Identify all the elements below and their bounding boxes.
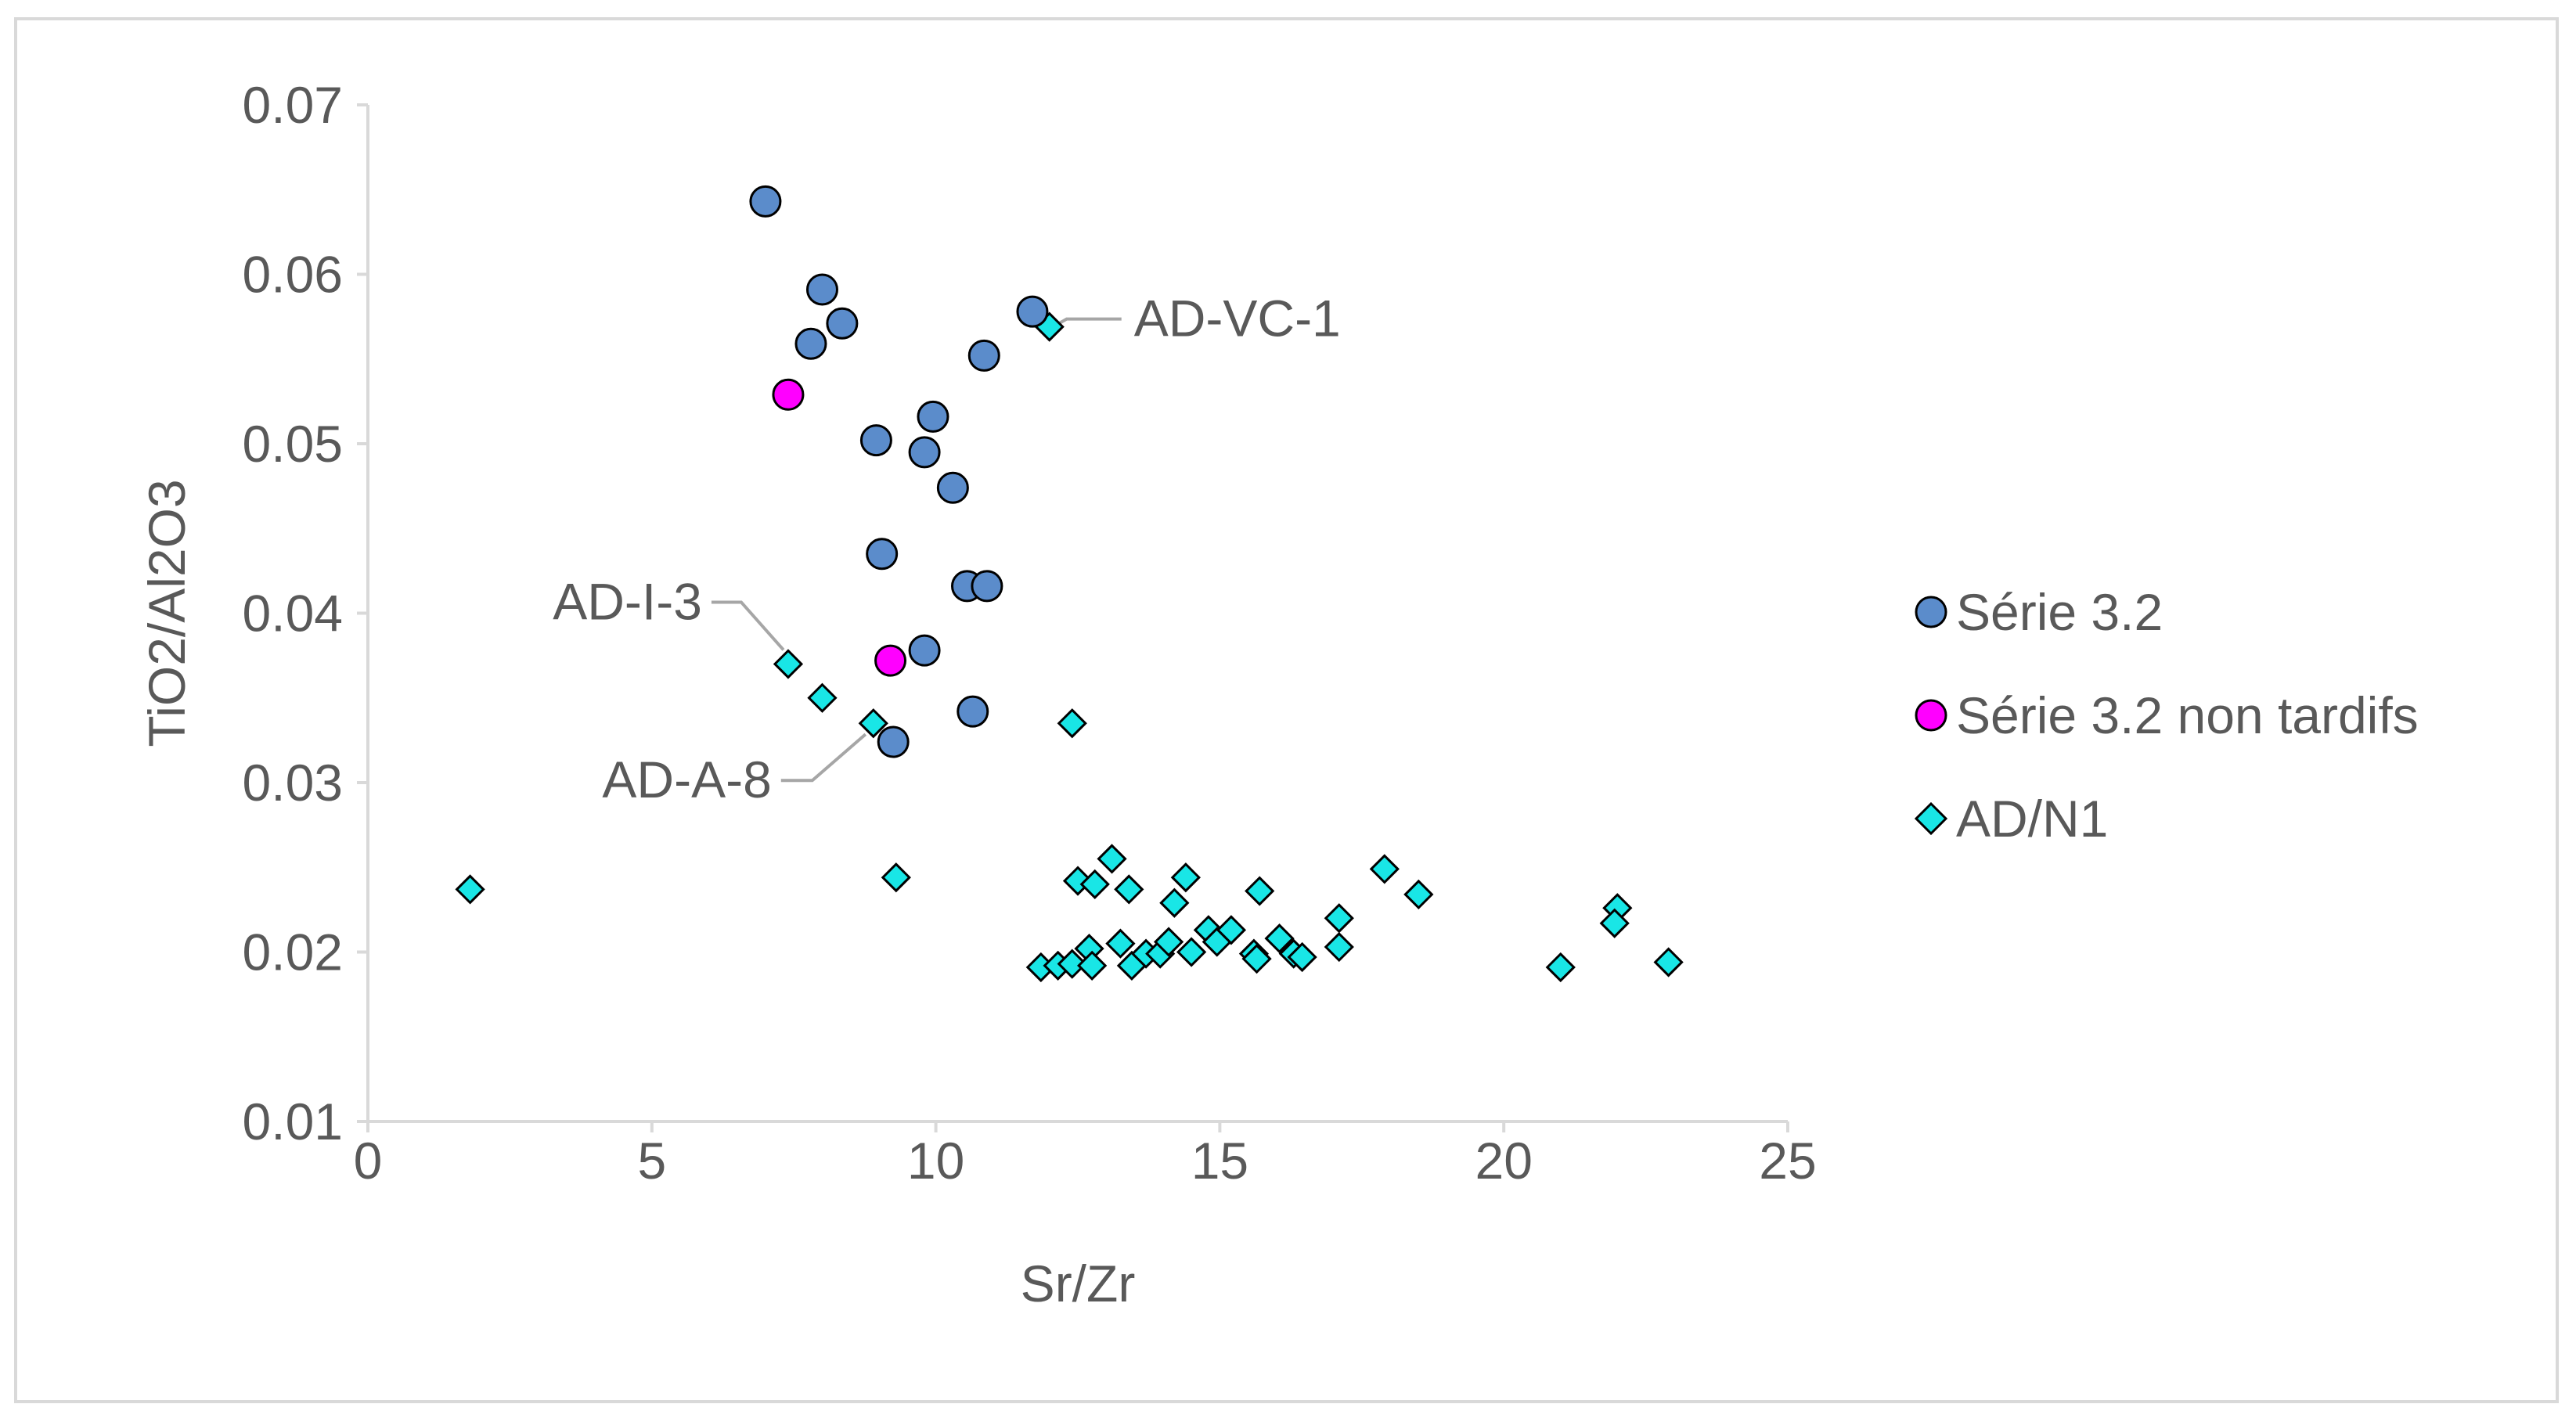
legend-marker xyxy=(1915,699,1947,732)
legend-label: AD/N1 xyxy=(1956,790,2108,848)
legend: Série 3.2 Série 3.2 non tardifs AD/N1 xyxy=(1914,583,2419,848)
data-point xyxy=(866,538,899,571)
data-point xyxy=(1057,949,1087,979)
data-point xyxy=(794,327,827,360)
y-axis-title: TiO2/Al2O3 xyxy=(138,479,196,747)
y-tick-label: 0.02 xyxy=(243,923,343,981)
annotations: AD-VC-1 AD-I-3 AD-A-8 xyxy=(553,290,1341,809)
data-point xyxy=(1097,844,1127,874)
data-point xyxy=(773,649,804,679)
y-tick-label: 0.05 xyxy=(243,415,343,473)
y-tick-label: 0.06 xyxy=(243,246,343,304)
data-point xyxy=(1057,708,1087,739)
data-point xyxy=(772,378,805,411)
data-point xyxy=(1403,879,1434,910)
annotation-leader xyxy=(780,733,867,783)
axes: 0 5 10 15 20 25 0.01 0.02 0.03 0.04 0.05 0.06 0.07 Sr… xyxy=(138,76,1817,1312)
annotation-leader xyxy=(1054,317,1122,327)
x-tick-label: 10 xyxy=(907,1132,964,1190)
data-point xyxy=(971,570,1003,603)
data-point xyxy=(1016,295,1049,328)
y-tick-label: 0.04 xyxy=(243,585,343,643)
data-point xyxy=(826,307,859,340)
data-point xyxy=(881,862,911,893)
data-point xyxy=(1287,941,1317,973)
data-point xyxy=(1216,915,1247,945)
data-point xyxy=(957,695,989,728)
data-point xyxy=(1077,950,1108,981)
data-point xyxy=(859,424,892,457)
annotation-leaders xyxy=(711,317,1122,783)
data-point xyxy=(1114,874,1144,905)
series-s-rie-3-2-non-tardifs xyxy=(772,378,907,677)
x-tick-label: 25 xyxy=(1759,1132,1816,1190)
annotation-leader xyxy=(711,600,785,651)
data-point xyxy=(749,185,782,218)
data-point xyxy=(1245,876,1275,906)
annotation-label: AD-I-3 xyxy=(553,572,702,630)
y-tick-label: 0.01 xyxy=(243,1093,343,1150)
legend-label: Série 3.2 xyxy=(1956,583,2163,641)
data-point xyxy=(1159,887,1190,918)
data-point xyxy=(1599,908,1630,938)
annotation-label: AD-VC-1 xyxy=(1134,290,1341,347)
y-tick-label: 0.03 xyxy=(243,754,343,812)
data-point xyxy=(1324,931,1354,963)
data-point xyxy=(1264,923,1295,954)
scatter-chart: 0 5 10 15 20 25 0.01 0.02 0.03 0.04 0.05 0.06 0.07 Sr… xyxy=(138,76,2419,1312)
x-axis-title: Sr/Zr xyxy=(1021,1255,1136,1312)
data-point xyxy=(1545,952,1576,983)
legend-marker xyxy=(1915,596,1947,628)
data-point xyxy=(1105,928,1136,959)
data-points xyxy=(455,185,1684,983)
data-point xyxy=(936,471,969,504)
data-point xyxy=(908,634,941,667)
data-point xyxy=(1079,869,1110,900)
data-point xyxy=(877,725,910,758)
data-point xyxy=(1653,947,1684,977)
data-point xyxy=(917,400,949,433)
data-point xyxy=(1153,927,1184,957)
data-point xyxy=(807,682,838,713)
data-point xyxy=(874,644,907,677)
legend-marker xyxy=(1914,801,1948,836)
data-point xyxy=(967,339,1000,372)
series-s-rie-3-2 xyxy=(749,185,1049,758)
data-point xyxy=(1324,903,1354,934)
data-point xyxy=(1369,854,1400,884)
x-tick-label: 0 xyxy=(354,1132,383,1190)
x-tick-label: 5 xyxy=(637,1132,666,1190)
data-point xyxy=(805,273,838,306)
data-point xyxy=(1241,944,1272,974)
data-point xyxy=(1170,862,1201,893)
data-point xyxy=(908,436,941,469)
annotation-label: AD-A-8 xyxy=(602,751,771,808)
y-tick-label: 0.07 xyxy=(243,76,343,134)
data-point xyxy=(858,708,888,739)
legend-label: Série 3.2 non tardifs xyxy=(1956,686,2419,744)
x-tick-label: 20 xyxy=(1475,1132,1532,1190)
x-tick-label: 15 xyxy=(1191,1132,1248,1190)
data-point xyxy=(455,874,485,905)
data-point xyxy=(1176,937,1207,967)
series-ad-n1 xyxy=(455,311,1684,983)
chart-frame: 0 5 10 15 20 25 0.01 0.02 0.03 0.04 0.05 0.06 0.07 Sr… xyxy=(14,17,2559,1403)
